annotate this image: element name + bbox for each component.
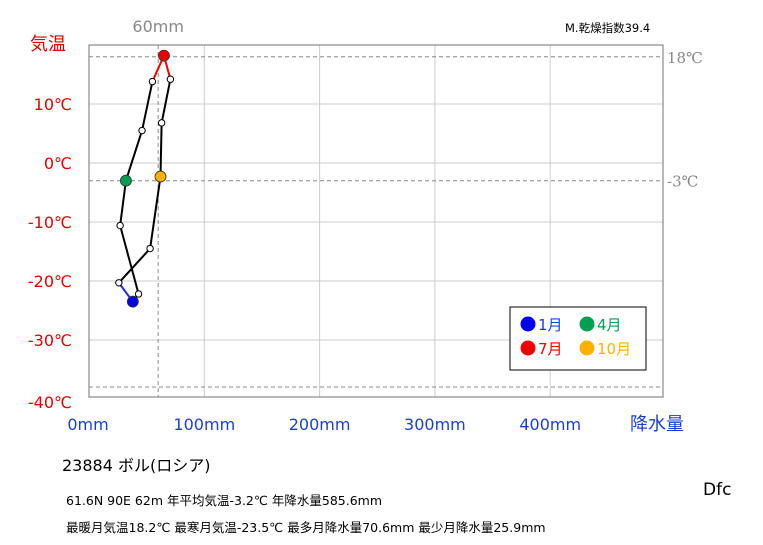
x-tick-label: 0mm: [67, 415, 108, 434]
station-location: 61.6N 90E 62m 年平均気温-3.2℃ 年降水量585.6mm: [66, 493, 383, 508]
climate-curve: [117, 54, 172, 303]
y-tick-label: 10℃: [34, 95, 72, 114]
month-point-10: [154, 170, 167, 183]
station-extremes: 最暖月気温18.2℃ 最寒月気温-23.5℃ 最多月降水量70.6mm 最少月降…: [66, 520, 546, 535]
station-name: 23884 ボル(ロシア): [62, 456, 211, 475]
month-point-12: [115, 279, 123, 287]
x-tick-label: 200mm: [289, 415, 351, 434]
y-axis-label: 気温: [30, 34, 66, 55]
x-tick-label: 300mm: [404, 415, 466, 434]
curve-segment: [124, 129, 144, 182]
y-tick-label: -10℃: [28, 213, 72, 232]
y-tick-labels: 10℃ 0℃ -10℃ -20℃ -30℃ -40℃: [28, 95, 72, 412]
precip-reference-label: 60mm: [132, 17, 184, 36]
grid: [89, 45, 663, 397]
month-point-8: [166, 75, 175, 83]
legend-label-jul: 7月: [538, 340, 563, 358]
legend-marker-jul: [520, 340, 536, 356]
plot-frame: [88, 44, 664, 398]
curve-segment: [141, 80, 154, 132]
curve-segment: [160, 78, 172, 124]
legend-marker-apr: [579, 316, 595, 332]
y-tick-label: -40℃: [28, 393, 72, 412]
month-point-5: [138, 126, 146, 135]
koppen-class: Dfc: [703, 480, 732, 500]
y-tick-label: -30℃: [28, 331, 72, 350]
month-point-7: [158, 49, 170, 62]
curve-segment: [159, 121, 163, 178]
legend: 1月 4月 7月 10月: [509, 306, 647, 371]
y-tick-label: 0℃: [44, 154, 72, 173]
dryness-index: M.乾燥指数39.4: [565, 21, 650, 35]
x-axis-label: 降水量: [630, 414, 684, 435]
curve-segment: [149, 175, 162, 250]
legend-box: [509, 306, 647, 371]
month-point-9: [157, 119, 166, 127]
curve-segment: [119, 179, 127, 227]
legend-label-oct: 10月: [597, 340, 631, 358]
curve-segment: [117, 247, 152, 284]
month-point-6: [148, 77, 157, 86]
month-point-4: [119, 174, 132, 187]
temp-reference-label: 18℃: [667, 49, 703, 67]
temp-reference-label: -3℃: [667, 173, 698, 191]
month-point-2: [134, 290, 143, 298]
x-tick-labels: 0mm 100mm 200mm 300mm 400mm: [67, 415, 581, 434]
month-point-11: [146, 244, 154, 253]
x-tick-label: 400mm: [519, 415, 581, 434]
month-points: [115, 49, 175, 308]
curve-segment: [119, 224, 140, 295]
legend-label-jan: 1月: [538, 316, 563, 334]
month-point-3: [116, 221, 124, 230]
legend-marker-jan: [520, 316, 536, 332]
legend-label-apr: 4月: [597, 316, 622, 334]
reference-lines: 18℃ -3℃ 60mm: [89, 17, 703, 397]
y-tick-label: -20℃: [28, 272, 72, 291]
legend-marker-oct: [579, 340, 595, 356]
month-point-1: [126, 295, 139, 308]
x-tick-label: 100mm: [173, 415, 235, 434]
